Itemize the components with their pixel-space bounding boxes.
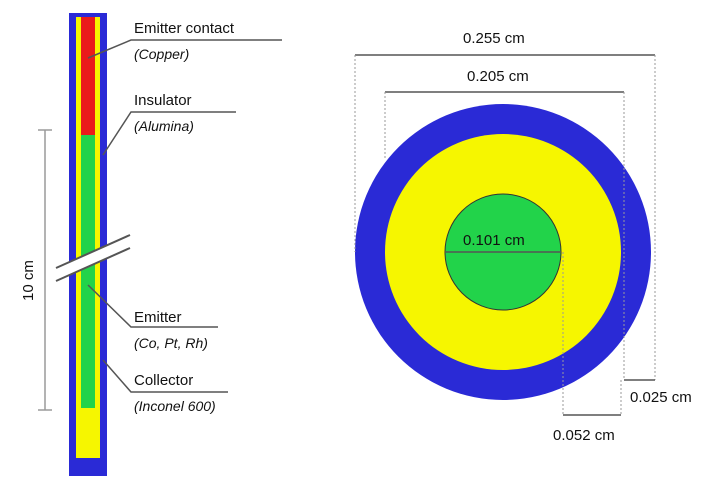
length-dimension [38, 129, 52, 411]
probe-length-label: 10 cm [20, 260, 37, 301]
leader-collector [102, 359, 228, 393]
component-leaders [87, 39, 282, 393]
leader-emitter-contact [87, 39, 282, 59]
leader-emitter [87, 284, 218, 328]
emitter-label: Emitter [134, 309, 182, 326]
probe-emitter [81, 135, 95, 408]
probe-break-line-bottom [55, 247, 131, 282]
insulator-thickness-dimension [562, 252, 622, 416]
leader-insulator [102, 111, 236, 156]
insulator-material: (Alumina) [134, 118, 194, 134]
emitter-diameter-label: 0.101 cm [463, 232, 525, 249]
probe-break-line-top [55, 234, 131, 269]
insulator-diameter-dimension [384, 91, 625, 380]
collector-material: (Inconel 600) [134, 398, 216, 414]
probe-emitter-contact [81, 17, 95, 135]
insulator-diameter-label: 0.205 cm [467, 68, 529, 85]
probe-break-gap [56, 235, 130, 281]
collector-thickness-label: 0.025 cm [630, 389, 692, 406]
outer-diameter-label: 0.255 cm [463, 30, 525, 47]
emitter-material: (Co, Pt, Rh) [134, 335, 208, 351]
probe-longitudinal-view [55, 13, 131, 476]
insulator-label: Insulator [134, 92, 192, 109]
collector-label: Collector [134, 372, 194, 389]
insulator-thickness-label: 0.052 cm [553, 427, 615, 444]
outer-diameter-dimension [354, 54, 656, 380]
emitter-contact-label: Emitter contact [134, 20, 235, 37]
emitter-contact-material: (Copper) [134, 46, 190, 62]
